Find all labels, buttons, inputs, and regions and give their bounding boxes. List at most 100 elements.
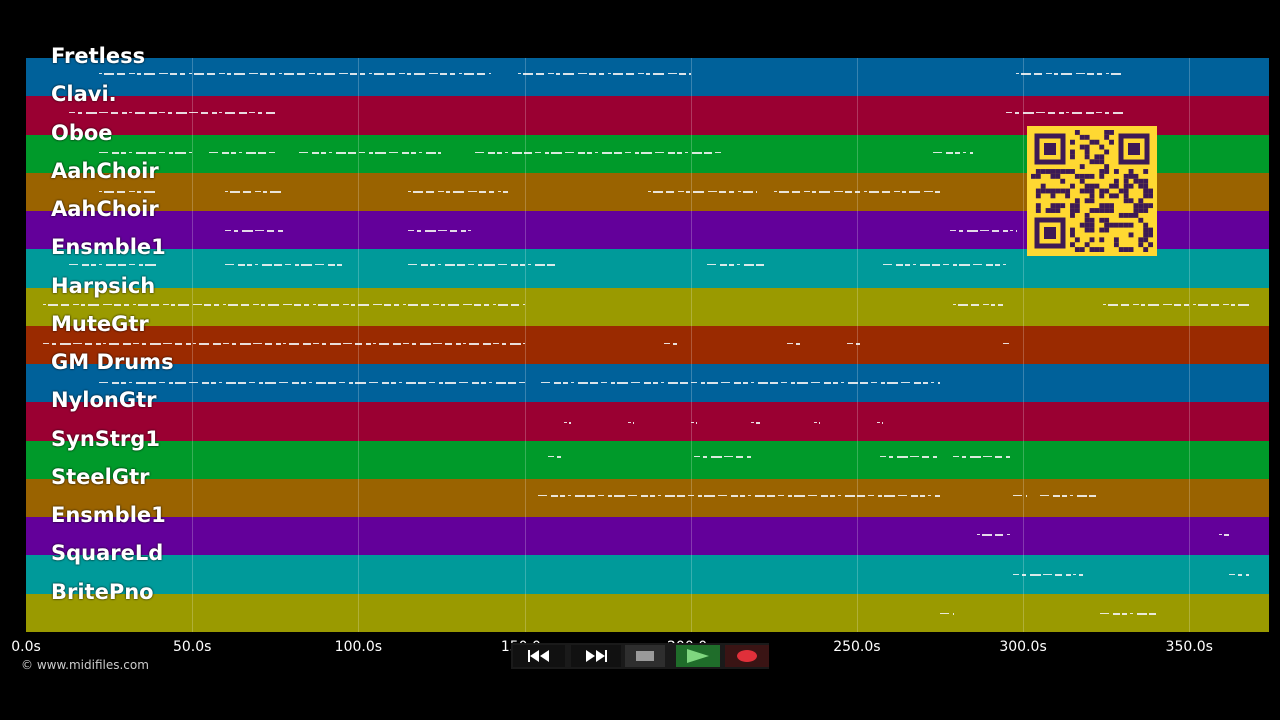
note: [225, 264, 235, 266]
note: [252, 342, 262, 344]
note: [970, 151, 974, 154]
track-label: AahChoir: [51, 158, 159, 183]
note: [707, 264, 717, 266]
note: [159, 382, 166, 384]
fast-forward-button[interactable]: [571, 645, 621, 667]
note: [368, 151, 373, 154]
note: [1022, 573, 1027, 576]
note: [867, 495, 874, 497]
note: [473, 303, 481, 306]
note: [355, 382, 367, 385]
note: [567, 495, 571, 497]
note: [932, 264, 941, 267]
note: [569, 421, 572, 424]
note: [425, 151, 436, 154]
note: [550, 495, 558, 498]
note: [1136, 612, 1147, 615]
note: [219, 382, 223, 384]
note: [382, 382, 390, 385]
note: [544, 151, 549, 154]
note: [374, 151, 386, 154]
note: [321, 342, 326, 345]
note: [1113, 112, 1123, 115]
note: [697, 495, 702, 498]
note: [594, 151, 598, 153]
note: [316, 382, 327, 385]
note: [1097, 73, 1103, 76]
note: [387, 73, 396, 76]
note: [979, 230, 989, 232]
note: [461, 230, 467, 233]
note: [225, 190, 229, 192]
note: [571, 382, 575, 384]
note: [554, 382, 562, 385]
note: [438, 264, 442, 266]
note: [994, 534, 1003, 537]
note: [240, 303, 249, 306]
note: [728, 190, 734, 193]
note: [238, 264, 246, 267]
note: [607, 495, 612, 498]
note: [176, 112, 188, 115]
note: [174, 342, 182, 345]
note: [1219, 534, 1223, 536]
note: [889, 455, 894, 458]
note: [378, 342, 389, 345]
note: [678, 73, 686, 76]
note: [1069, 495, 1073, 497]
note: [1229, 573, 1236, 575]
note: [837, 495, 841, 497]
note: [496, 382, 507, 385]
note: [946, 151, 954, 154]
grid-line: [1023, 58, 1025, 632]
note: [225, 112, 236, 115]
note: [243, 190, 252, 193]
note: [943, 264, 950, 266]
note: [690, 421, 694, 423]
stop-button[interactable]: [625, 645, 665, 667]
play-button[interactable]: [676, 645, 720, 667]
record-button[interactable]: [725, 645, 769, 667]
note: [212, 342, 221, 345]
note: [613, 495, 625, 498]
note: [309, 73, 316, 75]
note: [383, 303, 391, 306]
note: [1173, 303, 1181, 306]
note: [1048, 112, 1056, 115]
note: [1003, 264, 1007, 266]
note: [854, 190, 860, 193]
note: [328, 151, 332, 153]
note: [577, 151, 585, 154]
rewind-button[interactable]: [513, 645, 565, 667]
note: [707, 190, 717, 192]
track-lane: [26, 325, 1269, 366]
note: [464, 73, 475, 76]
note: [104, 73, 115, 76]
note: [129, 382, 133, 384]
note: [833, 190, 843, 192]
note: [959, 264, 971, 267]
note: [537, 495, 547, 497]
note: [492, 342, 499, 344]
note: [357, 303, 369, 306]
note: [82, 264, 90, 267]
note: [933, 455, 937, 458]
track-label: Fretless: [51, 44, 146, 68]
track-label: Ensmble1: [51, 503, 166, 528]
note: [129, 112, 133, 114]
note: [347, 151, 356, 154]
note: [1072, 112, 1083, 115]
note: [194, 73, 205, 76]
note: [933, 151, 943, 153]
track-label: Ensmble1: [51, 235, 166, 260]
note: [1016, 73, 1020, 75]
note: [611, 382, 616, 385]
note: [198, 342, 209, 345]
note: [270, 190, 282, 193]
note: [69, 112, 76, 114]
note: [259, 382, 264, 385]
note: [51, 342, 56, 345]
note: [406, 382, 417, 385]
note: [238, 151, 242, 153]
note: [541, 382, 551, 384]
